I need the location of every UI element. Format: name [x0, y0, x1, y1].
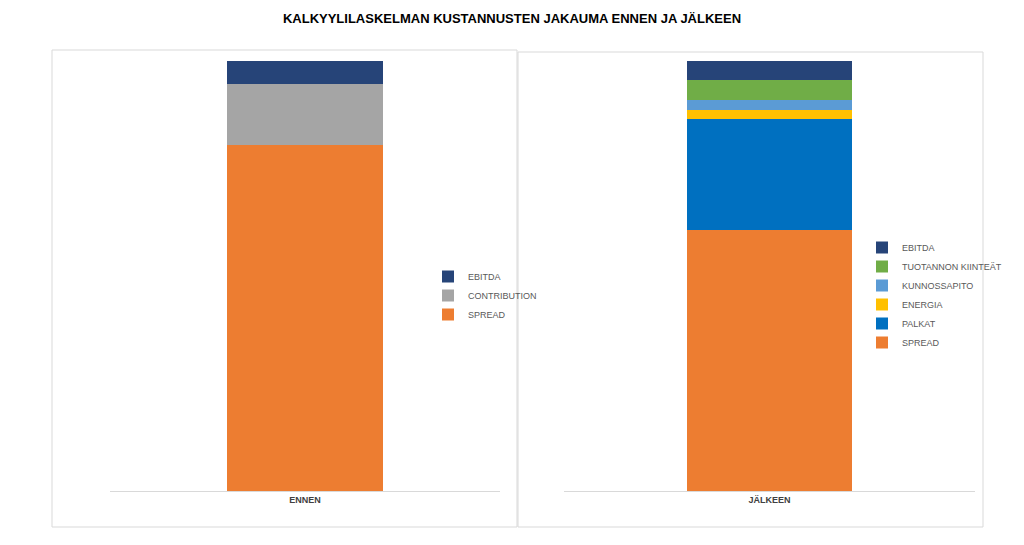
svg-text:SPREAD: SPREAD — [902, 338, 940, 348]
svg-text:SPREAD: SPREAD — [468, 310, 506, 320]
svg-text:KALKYYLILASKELMAN KUSTANNUSTEN: KALKYYLILASKELMAN KUSTANNUSTEN JAKAUMA E… — [283, 11, 741, 26]
svg-text:PALKAT: PALKAT — [902, 319, 936, 329]
svg-text:CONTRIBUTION: CONTRIBUTION — [468, 291, 537, 301]
svg-text:ENNEN: ENNEN — [289, 495, 321, 505]
svg-text:ENERGIA: ENERGIA — [902, 300, 943, 310]
svg-text:TUOTANNON KIINTEÄT: TUOTANNON KIINTEÄT — [902, 262, 1002, 272]
svg-text:JÄLKEEN: JÄLKEEN — [748, 495, 790, 505]
svg-text:KUNNOSSAPITO: KUNNOSSAPITO — [902, 281, 973, 291]
svg-text:EBITDA: EBITDA — [468, 272, 501, 282]
svg-text:EBITDA: EBITDA — [902, 243, 935, 253]
